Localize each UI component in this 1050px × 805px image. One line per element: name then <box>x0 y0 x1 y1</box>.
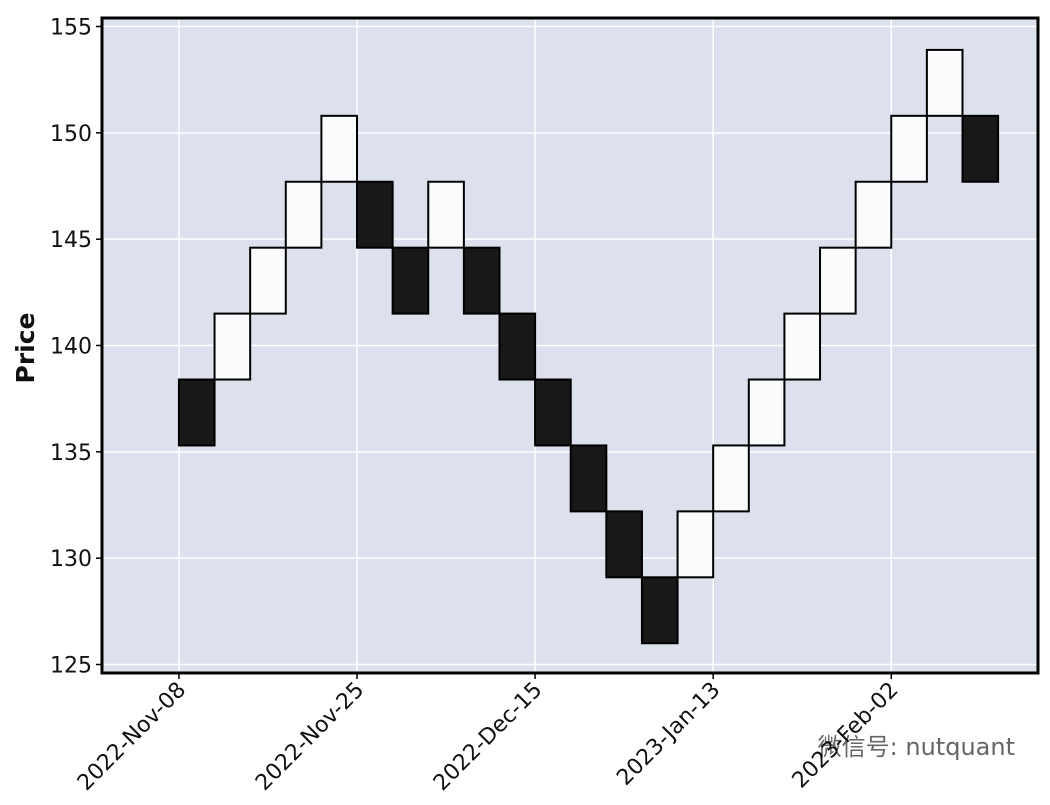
down-brick <box>534 378 572 447</box>
up-brick <box>854 180 893 249</box>
up-brick <box>213 312 252 381</box>
up-brick <box>320 114 359 183</box>
down-brick <box>605 510 643 579</box>
x-tick-label: 2022-Dec-15 <box>429 678 547 796</box>
up-brick <box>925 48 964 117</box>
x-tick-label: 2023-Jan-13 <box>612 678 725 791</box>
down-brick <box>462 246 501 315</box>
up-brick <box>249 246 287 315</box>
up-brick <box>284 180 323 249</box>
down-brick <box>640 576 679 645</box>
down-brick <box>177 378 216 447</box>
up-brick <box>676 510 715 579</box>
y-tick-label: 155 <box>50 16 92 41</box>
y-tick-label: 130 <box>50 547 92 572</box>
watermark: 微信号: nutquant <box>818 733 1015 761</box>
y-tick-label: 135 <box>50 441 92 466</box>
y-tick-label: 150 <box>50 122 92 147</box>
x-tick-label: 2022-Nov-25 <box>251 678 369 796</box>
down-brick <box>569 444 608 513</box>
down-brick <box>498 312 537 381</box>
up-brick <box>712 444 750 513</box>
up-brick <box>427 180 465 249</box>
up-brick <box>783 312 822 381</box>
down-brick <box>356 180 394 249</box>
y-tick-label: 140 <box>50 335 92 360</box>
y-axis-label: Price <box>11 313 40 384</box>
up-brick <box>890 114 928 183</box>
up-brick <box>819 246 857 315</box>
y-tick-label: 125 <box>50 653 92 678</box>
x-tick-label: 2022-Nov-08 <box>73 678 191 796</box>
y-tick-label: 145 <box>50 228 92 253</box>
up-brick <box>747 378 786 447</box>
down-brick <box>391 246 430 315</box>
down-brick <box>961 114 1000 183</box>
